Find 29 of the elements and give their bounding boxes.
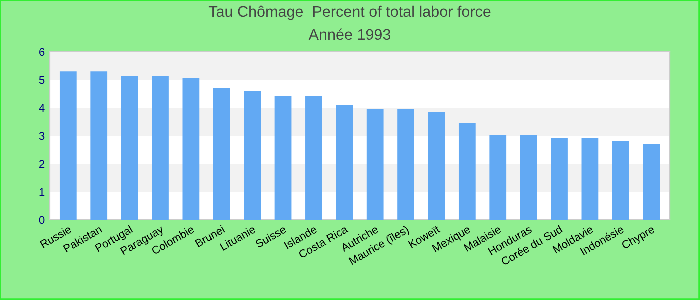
bar [336,105,354,220]
bar [366,109,384,220]
bar [244,91,262,220]
bar [60,72,77,220]
bar [582,138,599,220]
y-tick-label: 6 [40,48,45,56]
bar [398,109,414,220]
y-tick-label: 2 [40,160,45,168]
bar [121,76,138,220]
bar [643,144,660,220]
bar [520,135,538,220]
y-tick-label: 5 [39,76,45,84]
chart-subtitle: Année 1993 [308,28,391,40]
bar [490,135,507,220]
y-tick-label: 1 [40,188,45,196]
bar [213,88,230,220]
y-tick-label: 4 [39,104,45,112]
bar [306,96,322,220]
bar [458,123,476,220]
bar [428,112,446,220]
bar [152,76,169,220]
bar [612,141,630,220]
y-tick-label: 0 [39,216,45,224]
bar [551,138,568,220]
bar [182,78,200,220]
bar [90,72,108,220]
y-tick-label: 3 [39,132,45,140]
bar [274,96,292,220]
chart-title: Tau Chômage Percent of total labor force [208,6,491,20]
